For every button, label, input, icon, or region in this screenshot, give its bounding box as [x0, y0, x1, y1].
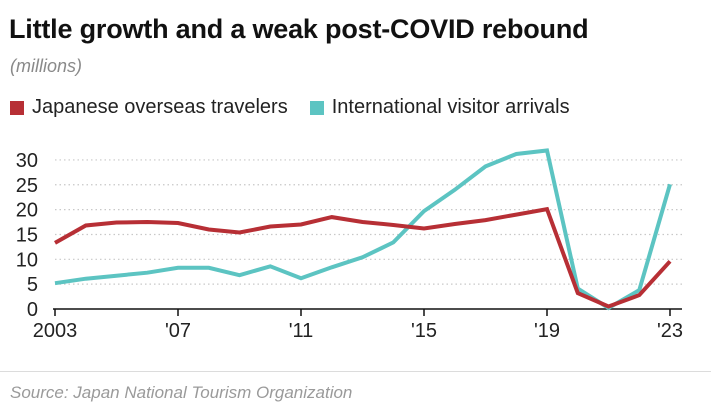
legend-label-japanese: Japanese overseas travelers [32, 96, 288, 118]
legend-item-international: International visitor arrivals [309, 96, 570, 119]
source-note: Source: Japan National Tourism Organizat… [10, 383, 353, 402]
y-tick-label-10: 10 [16, 249, 38, 271]
x-tick-label-2019: '19 [534, 320, 560, 342]
y-tick-label-30: 30 [16, 150, 38, 172]
legend-swatch-japanese [10, 100, 24, 115]
x-tick-label-2003: 2003 [33, 320, 78, 342]
legend-item-japanese: Japanese overseas travelers [10, 96, 288, 119]
y-tick-label-25: 25 [16, 175, 38, 197]
chart-title: Little growth and a weak post-COVID rebo… [9, 14, 589, 44]
x-tick-label-2011: '11 [289, 320, 314, 342]
series-line-japanese [54, 206, 672, 309]
footer-divider [0, 371, 711, 372]
x-tick-label-2015: '15 [411, 320, 437, 342]
x-tick-label-2007: '07 [165, 320, 191, 342]
y-tick-label-20: 20 [16, 200, 38, 222]
series-line-international [54, 148, 672, 311]
y-tick-label-15: 15 [16, 224, 38, 246]
chart-subtitle: (millions) [10, 56, 82, 76]
y-tick-label-5: 5 [27, 274, 38, 296]
y-tick-label-0: 0 [27, 299, 38, 321]
legend-swatch-international [309, 100, 324, 115]
x-tick-label-2023: '23 [657, 320, 683, 342]
legend-label-international: International visitor arrivals [331, 96, 570, 118]
legend: Japanese overseas travelers Internationa… [10, 96, 592, 119]
